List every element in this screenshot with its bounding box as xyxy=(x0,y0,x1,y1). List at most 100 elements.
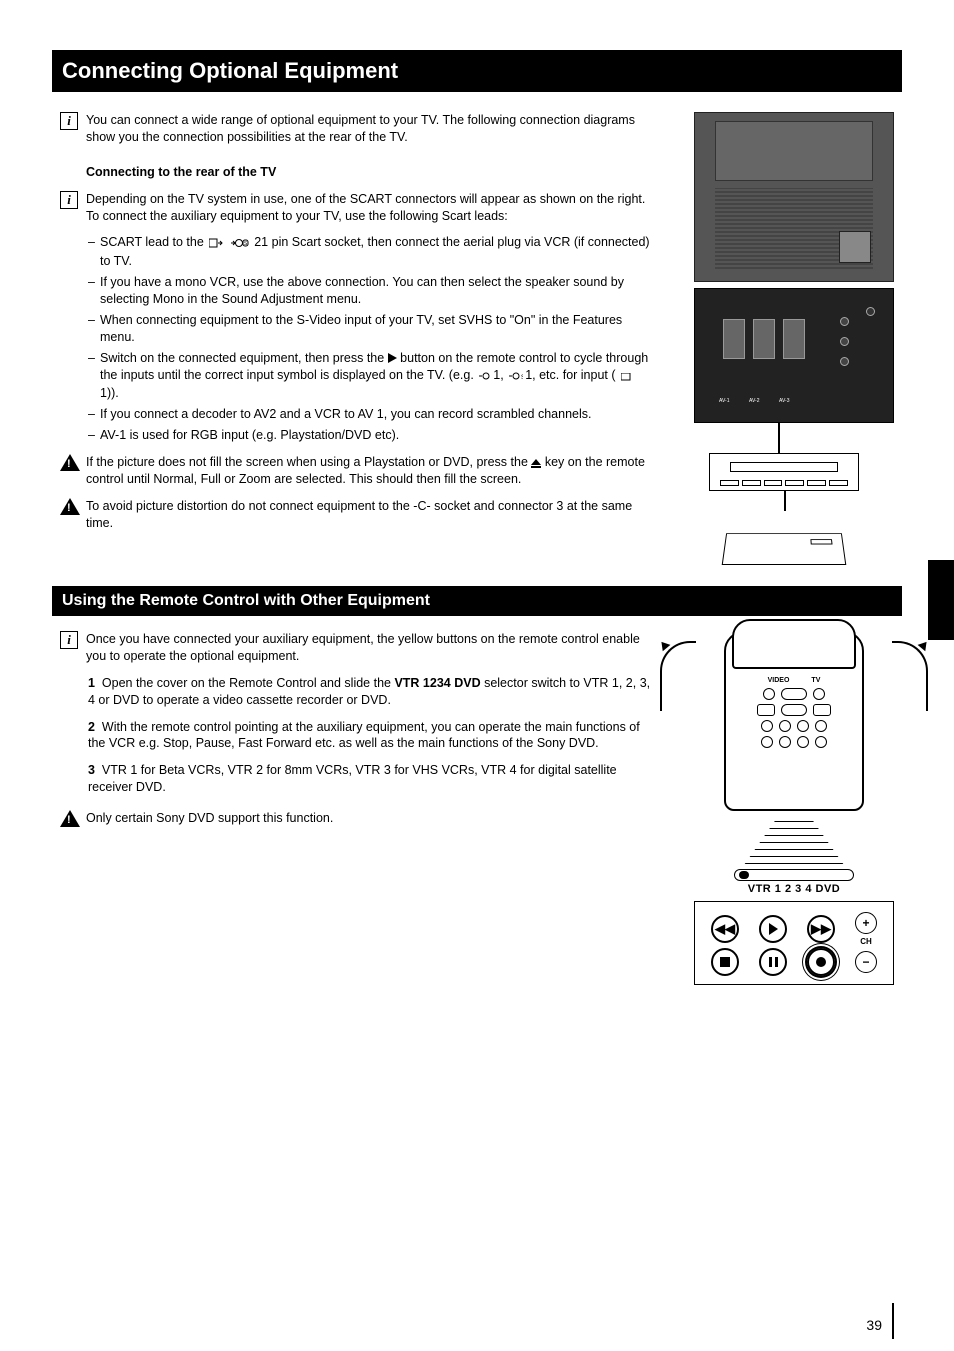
intro-text: You can connect a wide range of optional… xyxy=(86,112,654,146)
remote-button xyxy=(761,736,773,748)
page-number-bar xyxy=(892,1303,894,1339)
section2-images: VIDEO TV xyxy=(674,631,894,985)
format-icon xyxy=(531,459,541,468)
bullet-0: – SCART lead to the S 21 pin Scart socke… xyxy=(88,234,654,270)
scart-3-icon xyxy=(783,319,805,359)
remote-button xyxy=(779,720,791,732)
svg-text:S: S xyxy=(521,375,523,381)
play-button-icon xyxy=(759,915,787,943)
record-button-icon xyxy=(807,948,835,976)
remote-cover xyxy=(732,619,856,669)
rca-jack-icon xyxy=(840,317,849,326)
s2-step-2: 2 With the remote control pointing at th… xyxy=(88,719,654,753)
vcr-illustration xyxy=(709,453,859,491)
rewind-button-icon: ◀◀ xyxy=(711,915,739,943)
flip-arrow-icon xyxy=(660,641,696,711)
av1-label: AV-1 xyxy=(719,398,729,404)
section2-title: Using the Remote Control with Other Equi… xyxy=(62,592,430,609)
remote-button xyxy=(761,720,773,732)
warn2-text: To avoid picture distortion do not conne… xyxy=(86,498,654,532)
scart-1-icon xyxy=(723,319,745,359)
warning-icon xyxy=(60,810,80,827)
bullet-3-text: Switch on the connected equipment, then … xyxy=(100,350,654,403)
ch-up-button-icon: + xyxy=(855,912,877,934)
s2-step-1-text: Open the cover on the Remote Control and… xyxy=(88,676,650,707)
s2-warn-row: Only certain Sony DVD support this funct… xyxy=(60,810,654,827)
title-bar-1: Connecting Optional Equipment xyxy=(52,50,902,92)
connector-panel-illustration: AV-1 AV-2 AV-3 xyxy=(694,288,894,423)
s2-step-1: 1 Open the cover on the Remote Control a… xyxy=(88,675,654,709)
tv-rear-illustration xyxy=(694,112,894,282)
info-icon: i xyxy=(60,112,78,130)
connector-callout-line xyxy=(784,491,786,511)
ch-down-button-icon: − xyxy=(855,951,877,973)
remote-button xyxy=(815,736,827,748)
ch-label: CH xyxy=(860,937,872,946)
remote-button xyxy=(797,720,809,732)
remote-body: VIDEO TV xyxy=(724,631,864,811)
bullet-2: –When connecting equipment to the S-Vide… xyxy=(88,312,654,346)
remote-button xyxy=(815,720,827,732)
scart-s-icon: S xyxy=(231,236,249,253)
section1-text: i You can connect a wide range of option… xyxy=(60,112,654,566)
av3-label: AV-3 xyxy=(779,398,789,404)
scart-2-icon xyxy=(753,319,775,359)
warning-icon xyxy=(60,498,80,515)
decoder-illustration xyxy=(722,533,847,565)
section2-text: i Once you have connected your auxiliary… xyxy=(60,631,654,985)
scart-out-icon xyxy=(209,236,223,253)
bullet-1: –If you have a mono VCR, use the above c… xyxy=(88,274,654,308)
remote-button xyxy=(781,688,807,700)
selector-label: VTR 1 2 3 4 DVD xyxy=(694,883,894,895)
input-icon-s: S xyxy=(509,369,523,386)
section1-images: AV-1 AV-2 AV-3 xyxy=(674,112,894,566)
pause-button-icon xyxy=(759,948,787,976)
warn2-row: To avoid picture distortion do not conne… xyxy=(60,498,654,532)
bullet-5: –AV-1 is used for RGB input (e.g. Playst… xyxy=(88,427,654,444)
bullet-3: – Switch on the connected equipment, the… xyxy=(88,350,654,403)
title-bar-2: Using the Remote Control with Other Equi… xyxy=(52,586,902,616)
ir-beam-icon xyxy=(744,815,844,865)
s2-intro: Once you have connected your auxiliary e… xyxy=(86,631,654,665)
input-icon-1 xyxy=(479,369,491,386)
warn1-lead: If the picture does not fill the screen … xyxy=(86,455,531,469)
page-number: 39 xyxy=(866,1317,882,1333)
s2-intro-row: i Once you have connected your auxiliary… xyxy=(60,631,654,665)
mini-jack-icon xyxy=(866,307,875,316)
s2-step-2-text: With the remote control pointing at the … xyxy=(88,720,640,751)
selector-switch-illustration xyxy=(734,869,854,881)
section2-row: i Once you have connected your auxiliary… xyxy=(60,631,894,985)
remote-illustration: VIDEO TV xyxy=(694,631,894,985)
connector-callout-line xyxy=(778,423,780,455)
rear-heading-row: Connecting to the rear of the TV xyxy=(60,164,654,181)
warn1-row: If the picture does not fill the screen … xyxy=(60,454,654,488)
rca-jack-icon xyxy=(840,357,849,366)
flip-arrow-icon xyxy=(892,641,928,711)
rca-jack-icon xyxy=(840,337,849,346)
rear-intro-row: i Depending on the TV system in use, one… xyxy=(60,191,654,225)
page-container: Connecting Optional Equipment i You can … xyxy=(0,0,954,1025)
remote-button xyxy=(779,736,791,748)
info-intro: i You can connect a wide range of option… xyxy=(60,112,654,146)
remote-button xyxy=(757,704,775,716)
warning-icon xyxy=(60,454,80,471)
rear-heading: Connecting to the rear of the TV xyxy=(86,164,654,181)
info-icon: i xyxy=(60,191,78,209)
remote-button xyxy=(781,704,807,716)
stop-button-icon xyxy=(711,948,739,976)
s2-warn-text: Only certain Sony DVD support this funct… xyxy=(86,810,654,827)
warn1-text: If the picture does not fill the screen … xyxy=(86,454,654,488)
section1-title: Connecting Optional Equipment xyxy=(62,58,892,84)
rear-intro-text: Depending on the TV system in use, one o… xyxy=(86,191,654,225)
av2-label: AV-2 xyxy=(749,398,759,404)
section1-row: i You can connect a wide range of option… xyxy=(60,112,894,566)
remote-button xyxy=(763,688,775,700)
remote-button xyxy=(813,688,825,700)
bullet-4: –If you connect a decoder to AV2 and a V… xyxy=(88,406,654,423)
remote-tv-label: TV xyxy=(811,677,820,684)
info-icon: i xyxy=(60,631,78,649)
scart-icon-small xyxy=(621,369,631,386)
bullet-0-pre: SCART lead to the xyxy=(100,235,204,249)
forward-button-icon: ▶▶ xyxy=(807,915,835,943)
remote-button xyxy=(813,704,831,716)
